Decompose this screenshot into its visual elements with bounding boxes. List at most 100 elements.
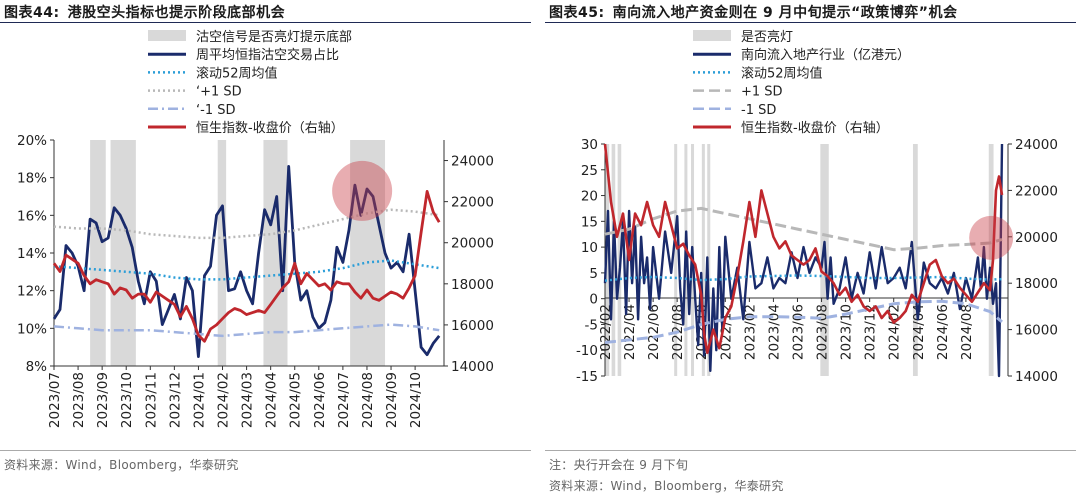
legend-item: 周平均恒指沽空交易占比 (148, 47, 339, 63)
x-tick-label: 2024/02 (216, 372, 232, 428)
y2-tick-label: 22000 (1015, 183, 1058, 199)
y-tick-label: -5 (585, 317, 598, 333)
legend-label: ‘-1 SD (196, 103, 236, 118)
x-tick-label: 2024/05 (288, 372, 304, 428)
signal-band (110, 140, 136, 366)
x-tick-label: 2024/08 (959, 304, 975, 360)
legend-swatch (693, 30, 731, 41)
y-tick-label: 16% (17, 208, 47, 224)
chart-title: 港股空头指标也提示阶段底部机会 (67, 5, 286, 21)
series-line (604, 274, 1003, 282)
y2-tick-label: 14000 (1015, 369, 1058, 385)
footer-rule (545, 450, 1076, 451)
x-tick-label: 2023/04 (766, 304, 782, 360)
legend-item: 恒生指数-收盘价（右轴） (693, 120, 889, 136)
legend-item: 滚动52周均值 (693, 65, 823, 81)
signal-band (674, 144, 678, 376)
series-line (52, 189, 441, 343)
x-tick-label: 2024/03 (240, 372, 256, 428)
series-line (53, 323, 440, 338)
series-line (603, 143, 1004, 378)
x-tick-label: 2022/06 (646, 304, 662, 360)
legend-label: +1 SD (741, 85, 783, 100)
legend-label: 是否亮灯 (741, 29, 793, 45)
legend-item: +1 SD (693, 85, 783, 100)
panel-title: 图表45: 南向流入地产资金则在 9 月中旬提示“政策博弈”机会 (549, 2, 957, 22)
signal-bands (90, 140, 386, 366)
y-tick-label: 25 (581, 163, 598, 179)
x-tick-label: 2023/12 (167, 372, 183, 428)
legend-label: 滚动52周均值 (196, 65, 278, 81)
x-tick-label: 2024/06 (935, 304, 951, 360)
signal-band (988, 144, 994, 376)
y-tick-label: 18% (17, 171, 47, 187)
y2-tick-label: 20000 (451, 236, 494, 252)
series-line (52, 164, 441, 359)
x-tick-label: 2023/09 (95, 372, 111, 428)
x-tick-label: 2023/11 (143, 372, 159, 428)
source-note: 资料来源：Wind，Bloomberg，华泰研究 (4, 458, 239, 472)
legend-label: 恒生指数-收盘价（右轴） (196, 120, 344, 136)
x-tick-label: 2023/06 (790, 304, 806, 360)
legend-label: ‘+1 SD (196, 85, 242, 100)
y-tick-label: 0 (589, 292, 598, 308)
x-tick-label: 2023/07 (47, 372, 63, 428)
title-rule (0, 22, 531, 23)
x-tick-label: 2023/08 (71, 372, 87, 428)
y-tick-label: 10 (581, 240, 598, 256)
y-tick-label: 10% (17, 321, 47, 337)
signal-band (707, 144, 711, 376)
y-tick-label: 20 (581, 189, 598, 205)
y-tick-label: -10 (576, 343, 598, 359)
legend-item: ‘-1 SD (148, 103, 236, 118)
legend-label: -1 SD (741, 103, 776, 118)
x-tick-label: 2024/07 (336, 372, 352, 428)
y-tick-label: 15 (581, 214, 598, 230)
y2-tick-label: 16000 (451, 318, 494, 334)
highlight-circle (969, 215, 1014, 260)
x-tick-label: 2023/08 (815, 304, 831, 360)
signal-band (912, 144, 918, 376)
footnote: 注：央行开会在 9 月下旬 (549, 458, 689, 472)
y-tick-label: 14% (17, 246, 47, 262)
y-tick-label: 12% (17, 284, 47, 300)
legend-item: 沽空信号是否亮灯提示底部 (148, 29, 352, 45)
x-tick-label: 2022/04 (622, 304, 638, 360)
legend-item: 南向流入地产行业（亿港元） (693, 47, 910, 63)
y2-tick-label: 22000 (451, 195, 494, 211)
series-line (604, 299, 1003, 344)
y-tick-label: 5 (589, 266, 598, 282)
series-line (604, 206, 1003, 252)
x-tick-label: 2023/12 (863, 304, 879, 360)
x-tick-label: 2024/10 (408, 372, 424, 428)
chart-title: 南向流入地产资金则在 9 月中旬提示“政策博弈”机会 (612, 5, 958, 21)
x-tick-label: 2024/04 (264, 372, 280, 428)
y2-tick-label: 18000 (451, 277, 494, 293)
y2-tick-label: 24000 (451, 154, 494, 170)
chart-panel-right: 图表45: 南向流入地产资金则在 9 月中旬提示“政策博弈”机会 是否亮灯南向流入… (545, 0, 1080, 496)
title-rule (545, 22, 1076, 23)
legend-item: 是否亮灯 (693, 29, 793, 45)
x-tick-label: 2024/09 (384, 372, 400, 428)
legend-label: 恒生指数-收盘价（右轴） (741, 120, 889, 136)
legend-item: 滚动52周均值 (148, 65, 278, 81)
figure-label: 图表45: (549, 5, 605, 21)
signal-band (701, 144, 705, 376)
highlight-circle (332, 160, 393, 221)
series-line (603, 143, 1004, 355)
y2-tick-label: 16000 (1015, 323, 1058, 339)
x-tick-label: 2023/10 (839, 304, 855, 360)
chart-panel-left: 图表44: 港股空头指标也提示阶段底部机会 沽空信号是否亮灯提示底部 周平均恒指沽空… (0, 0, 535, 496)
figure-label: 图表44: (4, 5, 60, 21)
legend-swatch (148, 30, 186, 41)
y2-tick-label: 14000 (451, 359, 494, 375)
legend-label: 南向流入地产行业（亿港元） (741, 47, 910, 63)
legend-label: 滚动52周均值 (741, 65, 823, 81)
x-tick-label: 2024/01 (191, 372, 207, 428)
x-tick-label: 2023/10 (119, 372, 135, 428)
signal-band (90, 140, 106, 366)
y2-tick-label: 20000 (1015, 230, 1058, 246)
